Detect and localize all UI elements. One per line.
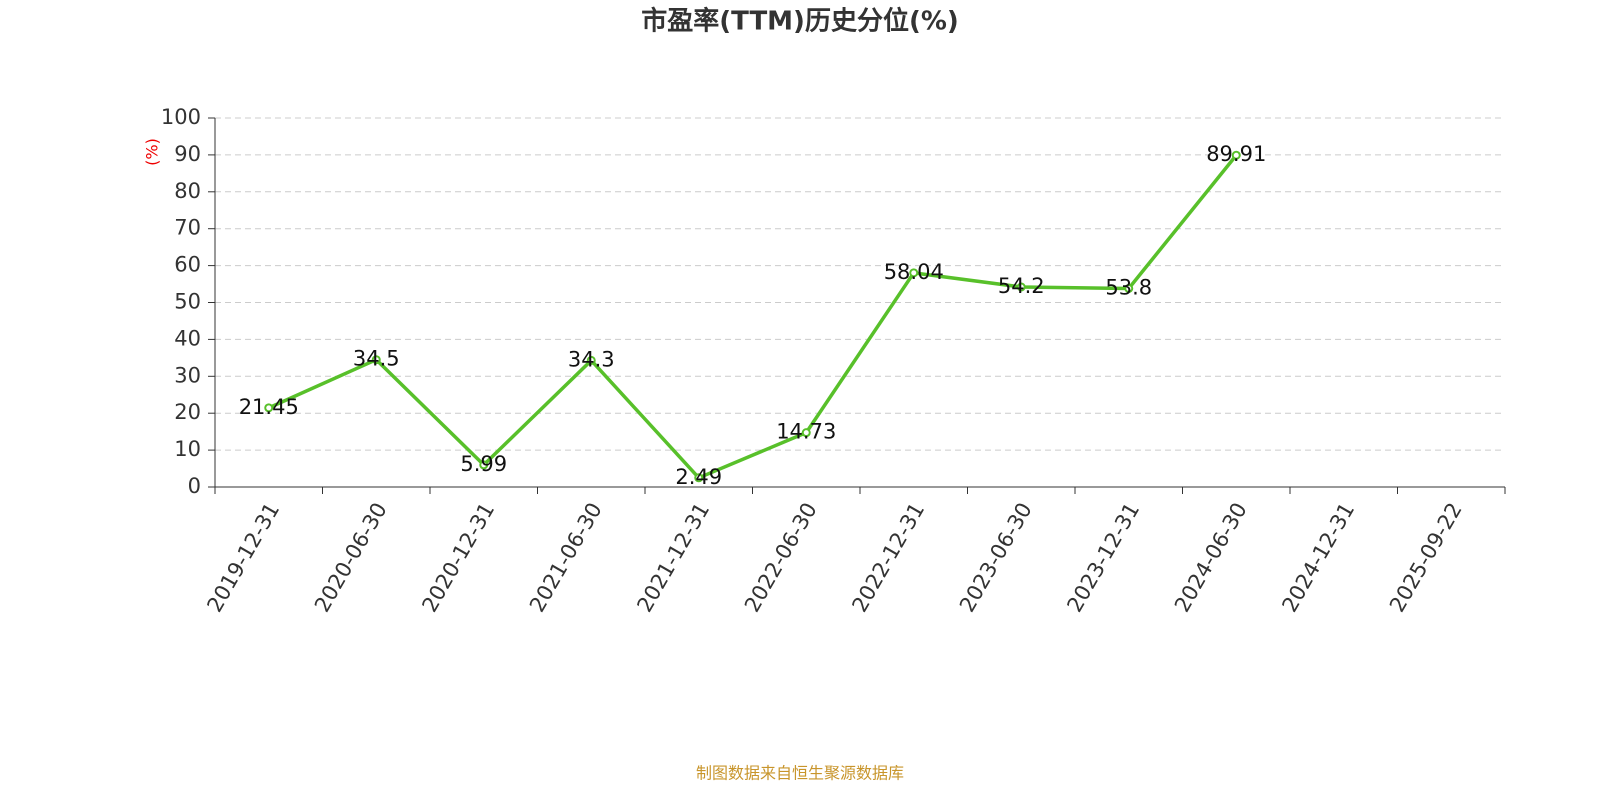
data-label: 2.49 [675, 465, 722, 489]
point-marker [371, 355, 381, 365]
y-tick-label: 20 [174, 400, 201, 424]
data-label: 58.04 [884, 260, 944, 284]
x-tick-label: 2020-12-31 [417, 499, 499, 617]
point-marker [1231, 150, 1241, 160]
y-tick-label: 80 [174, 179, 201, 203]
y-tick-label: 10 [174, 437, 201, 461]
x-tick-label: 2022-06-30 [740, 499, 822, 617]
point-marker [1124, 283, 1134, 293]
point-marker [694, 473, 704, 483]
y-tick-label: 70 [174, 216, 201, 240]
data-label: 89.91 [1206, 142, 1266, 166]
point-marker [479, 460, 489, 470]
series-line [268, 154, 1238, 480]
x-tick-label: 2023-06-30 [955, 499, 1037, 617]
data-label: 34.3 [568, 347, 615, 371]
y-tick-label: 60 [174, 253, 201, 277]
x-tick-label: 2022-12-31 [847, 499, 929, 617]
y-axis-label: (%) [143, 138, 162, 166]
data-label: 14.73 [776, 420, 836, 444]
chart-title: 市盈率(TTM)历史分位(%) [641, 6, 959, 37]
data-label: 34.5 [353, 347, 400, 371]
x-tick-label: 2025-09-22 [1385, 499, 1467, 617]
x-tick-label: 2024-06-30 [1170, 499, 1252, 617]
point-marker [264, 403, 274, 413]
x-tick-label: 2019-12-31 [202, 499, 284, 617]
x-tick-label: 2020-06-30 [310, 499, 392, 617]
y-tick-label: 30 [174, 363, 201, 387]
x-tick-label: 2023-12-31 [1062, 499, 1144, 617]
x-tick-label: 2021-06-30 [525, 499, 607, 617]
y-tick-label: 100 [161, 105, 201, 129]
y-tick-label: 40 [174, 326, 201, 350]
point-marker [1016, 282, 1026, 292]
data-label: 21.45 [239, 395, 299, 419]
y-tick-label: 50 [174, 290, 201, 314]
data-label: 54.2 [998, 274, 1045, 298]
y-tick-label: 0 [188, 474, 201, 498]
data-label: 5.99 [460, 452, 507, 476]
point-marker [909, 268, 919, 278]
point-marker [586, 355, 596, 365]
point-marker [801, 428, 811, 438]
x-tick-label: 2021-12-31 [632, 499, 714, 617]
x-tick-label: 2024-12-31 [1277, 499, 1359, 617]
y-tick-label: 90 [174, 142, 201, 166]
data-label: 53.8 [1105, 275, 1152, 299]
source-note: 制图数据来自恒生聚源数据库 [696, 764, 904, 783]
